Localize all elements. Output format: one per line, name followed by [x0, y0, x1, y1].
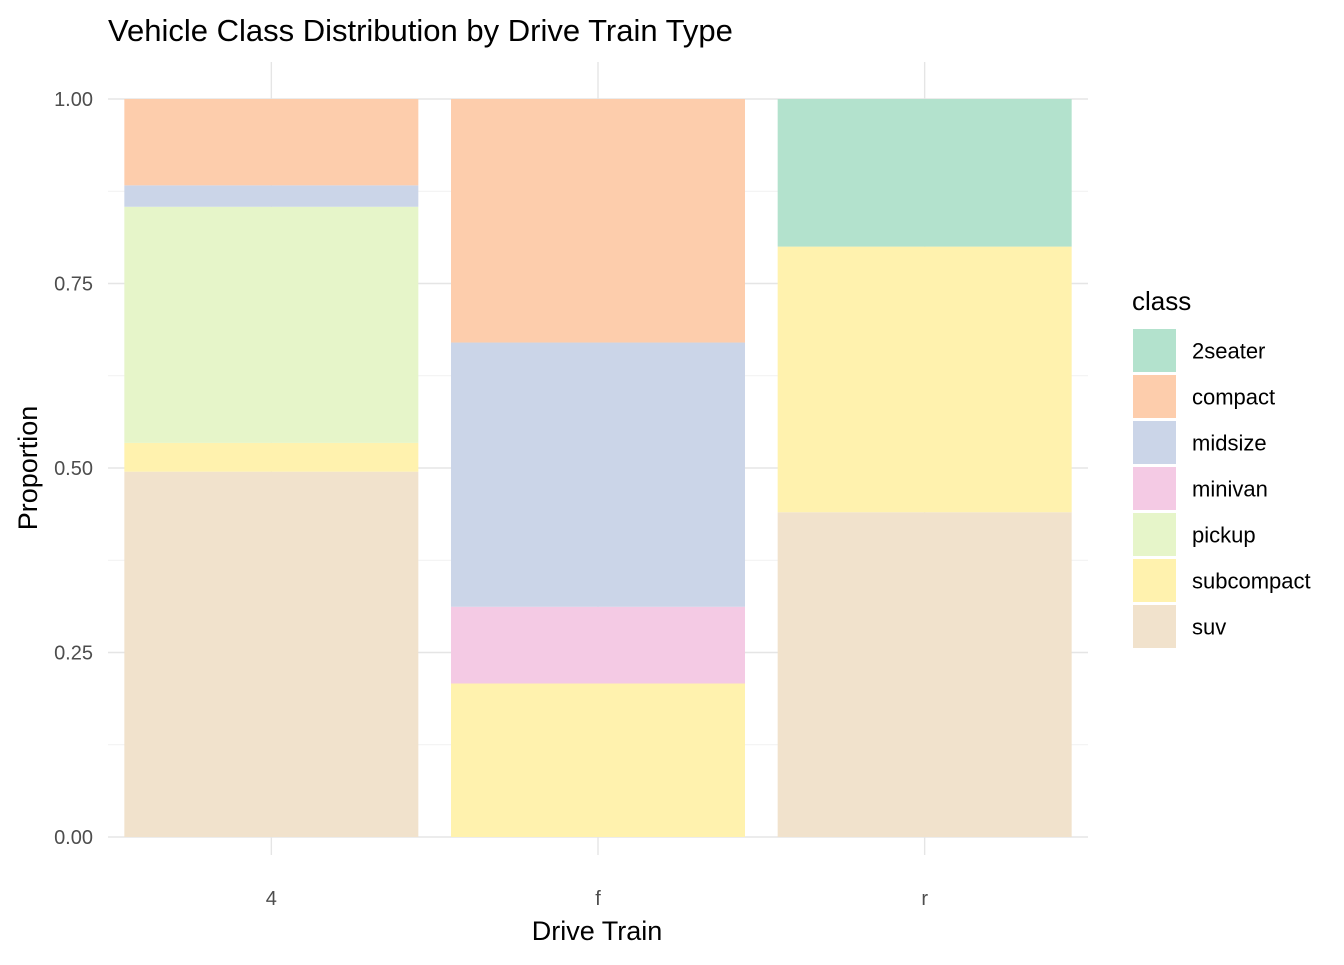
legend-label: midsize	[1192, 431, 1267, 456]
chart-title: Vehicle Class Distribution by Drive Trai…	[108, 13, 733, 48]
legend-key-2seater	[1133, 329, 1176, 372]
legend-title: class	[1132, 286, 1191, 316]
bar-segment-midsize	[451, 342, 745, 607]
bar-segment-minivan	[451, 606, 745, 684]
legend-key-subcompact	[1133, 559, 1176, 602]
legend-label: pickup	[1192, 523, 1256, 548]
x-tick-label: r	[921, 888, 928, 910]
bar-segment-2seater	[777, 99, 1072, 247]
y-tick-label: 0.50	[54, 458, 93, 480]
bar-segment-subcompact	[777, 246, 1072, 513]
y-axis-ticks: 0.00 0.25 0.50 0.75 1.00	[54, 89, 93, 849]
x-tick-label: 4	[266, 888, 277, 910]
bar-segment-pickup	[124, 206, 419, 443]
legend-items: 2seater compact midsize minivan pickup subcom…	[1133, 329, 1311, 648]
bar-segment-suv	[124, 471, 419, 837]
bar-segment-compact	[451, 99, 745, 343]
bar-segment-subcompact	[124, 442, 419, 472]
x-axis-ticks: 4 f r	[266, 888, 929, 910]
y-tick-label: 0.75	[54, 274, 93, 296]
bars-layer	[124, 99, 1072, 837]
bar-segment-midsize	[124, 185, 419, 207]
x-axis-label: Drive Train	[532, 916, 663, 946]
y-axis-label: Proportion	[13, 406, 43, 531]
x-tick-label: f	[595, 888, 601, 910]
legend: class 2seater compact midsize minivan pickup…	[1132, 286, 1311, 648]
legend-label: subcompact	[1192, 569, 1311, 594]
legend-label: suv	[1192, 615, 1226, 640]
legend-key-pickup	[1133, 513, 1176, 556]
legend-key-midsize	[1133, 421, 1176, 464]
y-tick-label: 0.00	[54, 827, 93, 849]
bar-segment-subcompact	[451, 683, 745, 837]
legend-label: compact	[1192, 385, 1275, 410]
legend-key-suv	[1133, 605, 1176, 648]
legend-label: 2seater	[1192, 339, 1265, 364]
bar-segment-compact	[124, 99, 419, 186]
legend-key-compact	[1133, 375, 1176, 418]
legend-label: minivan	[1192, 477, 1268, 502]
legend-key-minivan	[1133, 467, 1176, 510]
y-tick-label: 0.25	[54, 643, 93, 665]
bar-segment-suv	[777, 512, 1072, 837]
y-tick-label: 1.00	[54, 89, 93, 111]
